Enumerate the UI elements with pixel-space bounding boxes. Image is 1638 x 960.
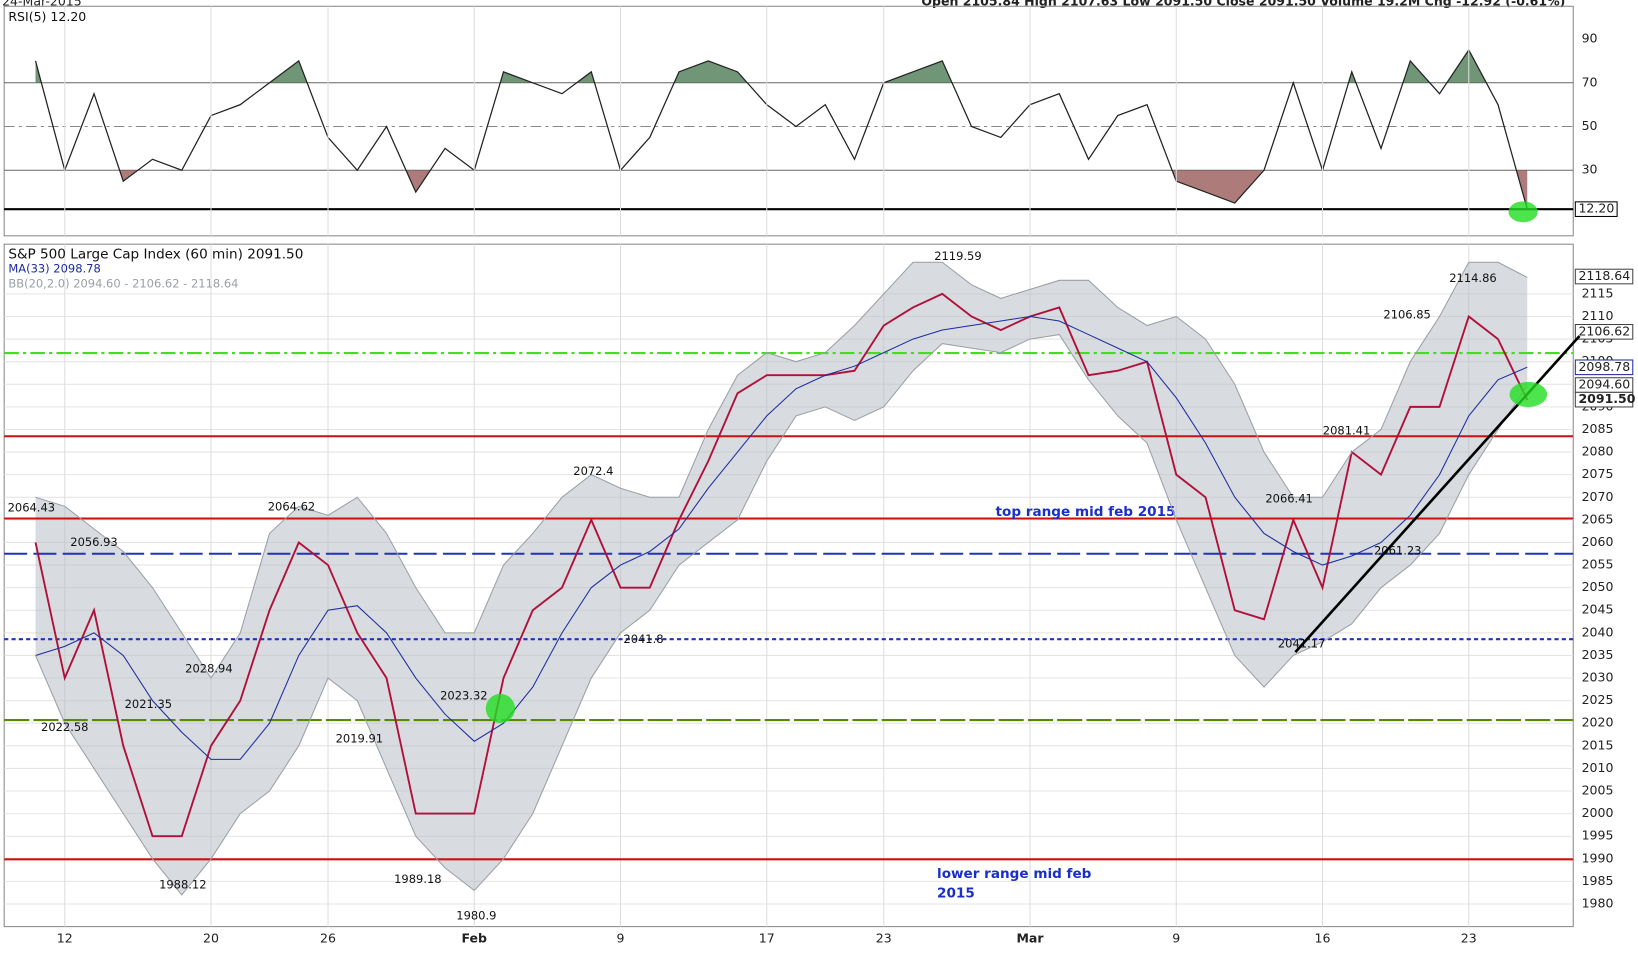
y-tick-label: 2020 [1582,715,1614,730]
peak-label: 2114.86 [1449,271,1496,285]
y-tick-label: 2015 [1582,737,1614,752]
x-tick-label: 17 [759,931,775,946]
price-line [34,292,1529,838]
peak-label: 2072.4 [573,464,613,478]
y-tick-label: 2030 [1582,670,1614,685]
peak-label: 2022.58 [41,720,88,734]
ma-line [35,315,1528,760]
y-tick-label: 1995 [1582,828,1614,843]
peak-label: 1980.9 [456,909,496,923]
value-badge-label: 12.20 [1578,201,1614,216]
overbought-fill [35,49,1528,83]
peak-label: 2081.41 [1323,423,1370,437]
y-tick-label: 2050 [1582,579,1614,594]
y-tick-label: 1990 [1582,850,1614,865]
quote: Open 2105.84 High 2107.63 Low 2091.50 Cl… [921,0,1565,9]
peak-label: 2066.41 [1265,491,1312,505]
highlight [485,693,516,724]
y-tick-label: 2025 [1582,692,1614,707]
date: 24-Mar-2015 [2,0,82,9]
y-tick-label: 2085 [1582,421,1614,436]
y-tick-label: 2115 [1582,285,1614,300]
highlight [1509,381,1548,407]
rsi-panel [3,5,1574,237]
peak-label: 2064.43 [8,501,55,515]
x-tick-label: 20 [203,931,219,946]
y-tick-label: 2000 [1582,805,1614,820]
y-tick-label: 2005 [1582,783,1614,798]
legend-entry: BB(20,2.0) 2094.60 - 2106.62 - 2118.64 [8,276,238,290]
y-tick-label: 1980 [1582,896,1614,911]
bollinger-line [35,333,1528,896]
y-tick-label: 1985 [1582,873,1614,888]
value-badge-label: 2094.60 [1578,377,1630,392]
y-tick-label: 2080 [1582,444,1614,459]
value-badge [1574,201,1618,217]
highlight [1508,201,1538,223]
x-tick-label: 16 [1315,931,1331,946]
y-tick-label: 2010 [1582,760,1614,775]
peak-label: 2061.23 [1374,543,1421,557]
y-tick-label: 2045 [1582,602,1614,617]
x-tick-label: 26 [320,931,336,946]
price-panel [3,243,1574,928]
value-badge [1574,268,1634,285]
oversold-fill [35,170,1528,210]
peak-label: 2041.8 [623,632,663,646]
y-tick-label: 2035 [1582,647,1614,662]
value-badge [1574,391,1634,408]
legend-entry: MA(33) 2098.78 [8,262,100,276]
peak-label: 1988.12 [159,877,206,891]
x-tick-label: 9 [1172,931,1180,946]
x-tick-label: 12 [57,931,73,946]
value-badge-label: 2098.78 [1578,359,1630,374]
bollinger-line [35,261,1528,680]
level-label: lower range mid feb [937,866,1092,882]
rsi-title: RSI(5) 12.20 [8,9,86,24]
peak-label: 2023.32 [440,689,487,703]
y-tick-label: 2110 [1582,308,1614,323]
x-tick-label: 23 [876,931,892,946]
value-badge-label: 2118.64 [1578,268,1630,283]
x-tick-label: 23 [1461,931,1477,946]
y-tick-label: 2055 [1582,557,1614,572]
value-badge [1574,359,1634,376]
peak-label: 2064.62 [268,500,315,514]
value-badge-label: 2106.62 [1578,323,1630,338]
peak-label: 2106.85 [1383,308,1430,322]
y-tick-label: 2075 [1582,466,1614,481]
y-tick-label: 70 [1582,74,1598,89]
peak-label: 2056.93 [70,535,117,549]
y-tick-label: 50 [1582,118,1598,133]
legend-entry: S&P 500 Large Cap Index (60 min) 2091.50 [8,247,303,263]
y-tick-label: 90 [1582,31,1598,46]
y-tick-label: 30 [1582,162,1598,177]
y-tick-label: 2070 [1582,489,1614,504]
level-label: 2015 [937,886,975,902]
peak-label: 2119.59 [934,249,981,263]
x-tick-label: Mar [1016,931,1044,946]
y-tick-label: 2065 [1582,511,1614,526]
value-badge [1574,324,1634,340]
value-badge-label: 2091.50 [1578,391,1635,406]
level-label: top range mid feb 2015 [996,504,1176,520]
x-tick-label: Feb [462,931,488,946]
y-tick-label: 2060 [1582,534,1614,549]
peak-label: 2021.35 [125,697,172,711]
x-tick-label: 9 [617,931,625,946]
rsi-line [34,48,1528,210]
bollinger-fill [35,262,1528,895]
peak-label: 2019.91 [336,731,383,745]
y-tick-label: 2040 [1582,624,1614,639]
peak-label: 1989.18 [394,872,441,886]
peak-label: 2028.94 [185,661,232,675]
